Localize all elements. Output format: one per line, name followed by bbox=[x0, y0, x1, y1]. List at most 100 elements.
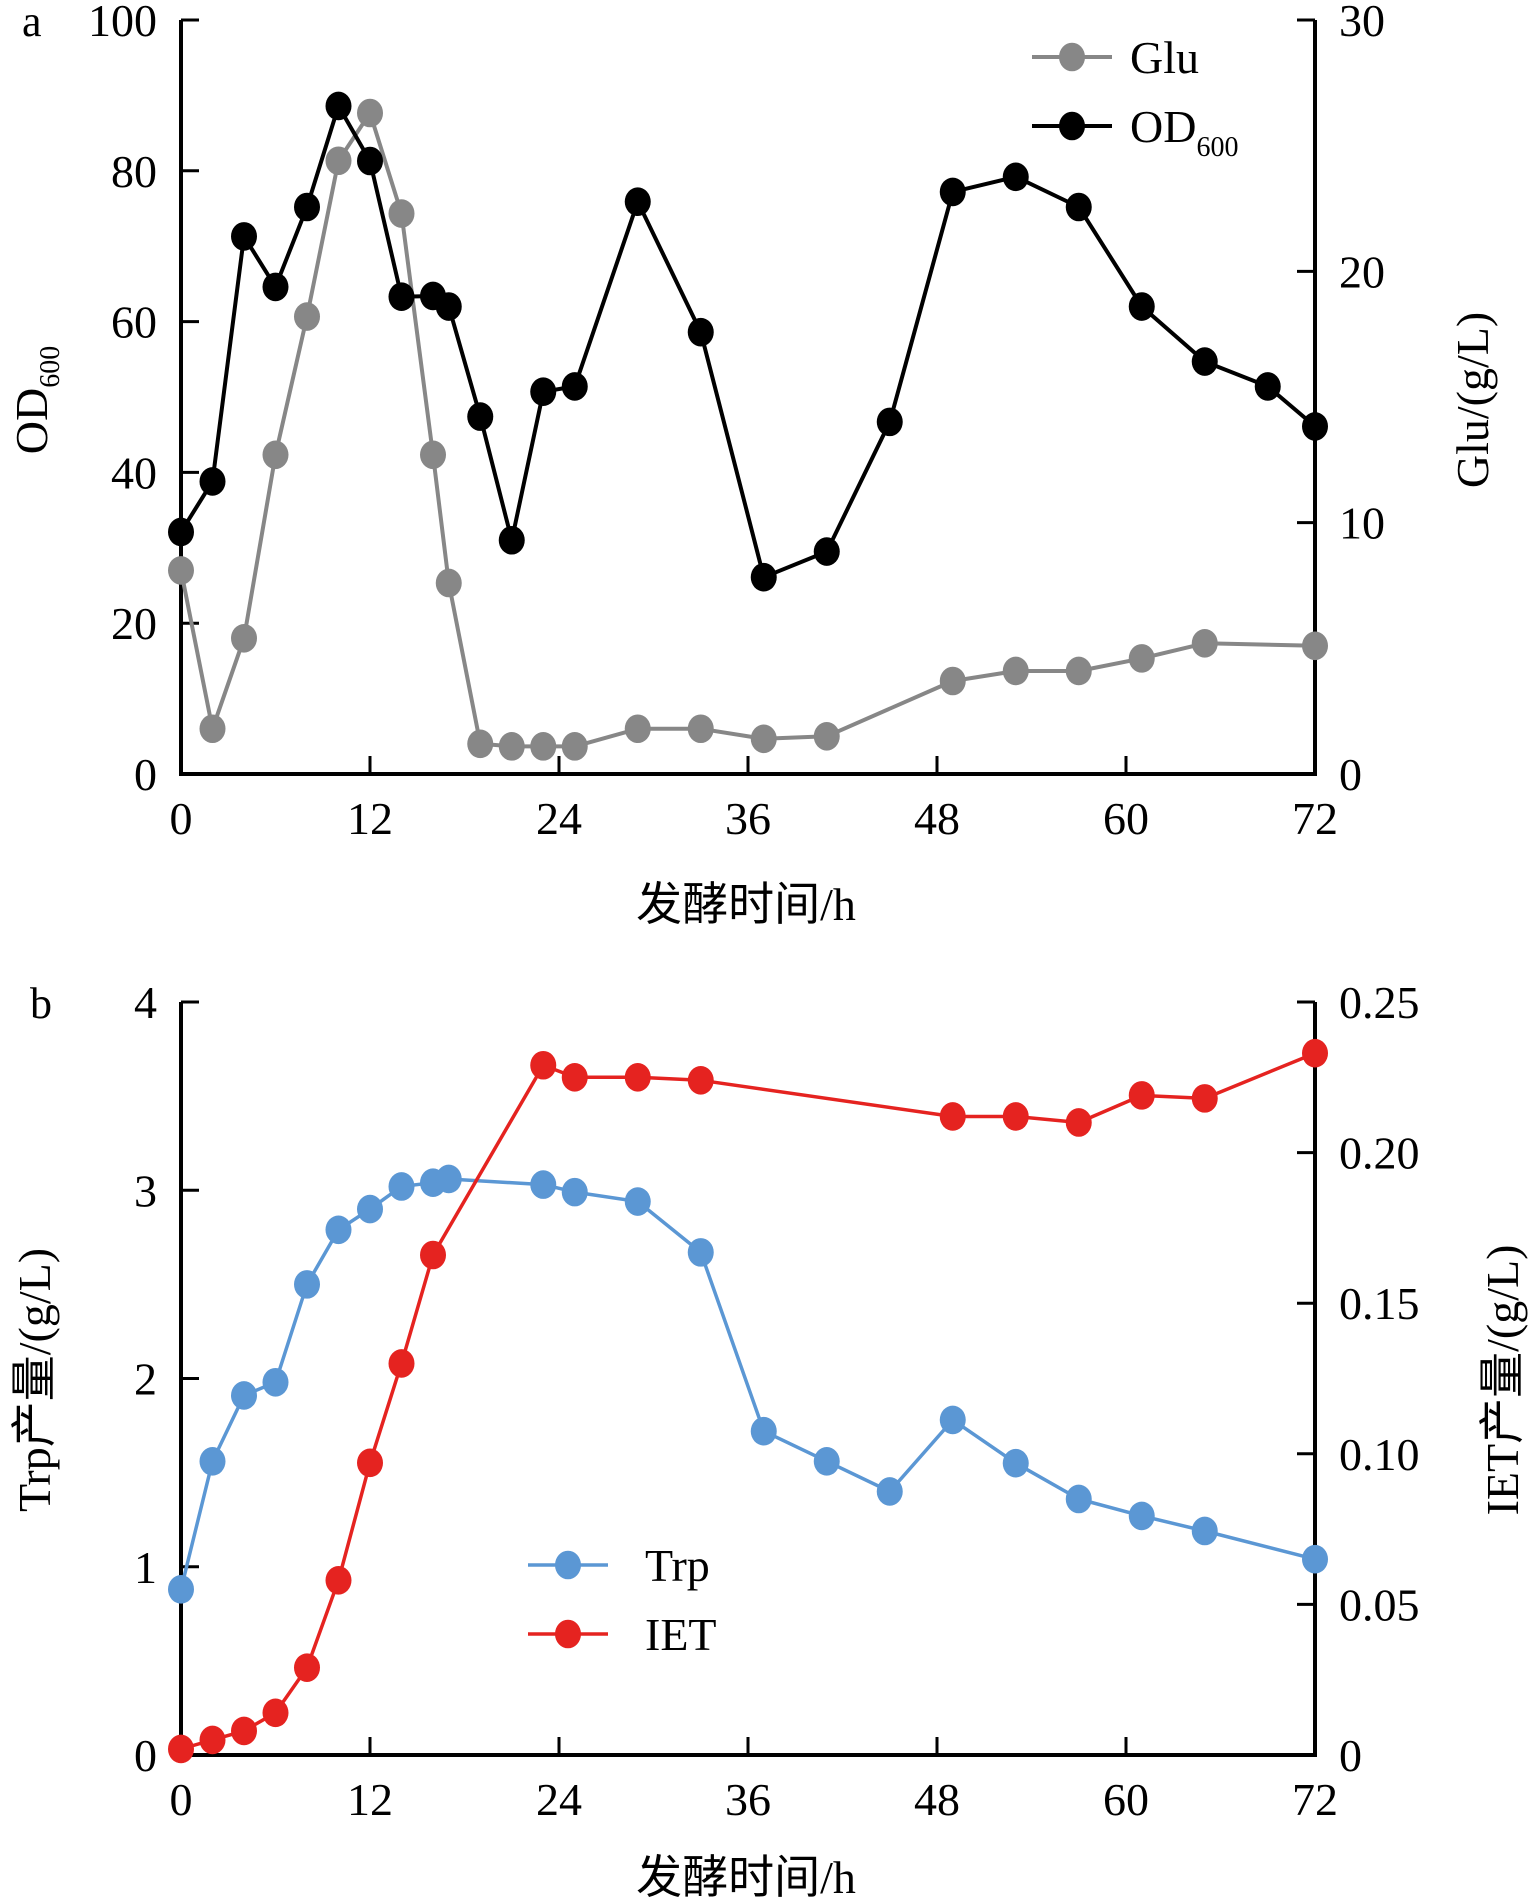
panel-b-right-tick-label: 0.25 bbox=[1339, 977, 1420, 1028]
series-iet-point bbox=[687, 1066, 714, 1095]
series-trp-point bbox=[294, 1270, 320, 1299]
panel-b-left-axis-title: Trp产量/(g/L) bbox=[9, 1248, 60, 1512]
series-od-point bbox=[530, 377, 557, 407]
od-label-main: OD bbox=[6, 388, 57, 454]
series-od-point bbox=[388, 282, 415, 312]
panel-b-right-tick-label: 0.05 bbox=[1339, 1579, 1420, 1630]
series-iet-point bbox=[1065, 1108, 1092, 1137]
series-glu-point bbox=[498, 732, 525, 761]
series-glu-point bbox=[687, 714, 714, 744]
series-glu-point bbox=[1002, 656, 1029, 686]
panel-b-x-axis-title: 发酵时间/h bbox=[636, 1852, 856, 1899]
series-od-point bbox=[498, 525, 525, 555]
series-iet-point bbox=[1191, 1084, 1218, 1113]
legend-iet-label-main: IET bbox=[645, 1609, 717, 1660]
legend-od-label-sub: 600 bbox=[1196, 132, 1238, 163]
panel-b-right-tick-label: 0 bbox=[1339, 1730, 1362, 1781]
series-glu-point bbox=[813, 722, 840, 751]
series-od-point bbox=[1254, 372, 1281, 401]
series-trp-point bbox=[813, 1447, 840, 1476]
panel-b: b 0 12 24 36 48 60 720123400.050.100.150.200.2… bbox=[9, 977, 1528, 1899]
panel-b-legend: Trp IET bbox=[528, 1540, 717, 1660]
series-od-point bbox=[467, 402, 494, 431]
panel-a-series bbox=[168, 91, 1328, 761]
panel-a-legend: Glu OD600 bbox=[1032, 32, 1238, 163]
series-glu-point bbox=[388, 199, 415, 228]
series-glu-point bbox=[530, 732, 557, 761]
series-trp-point bbox=[325, 1215, 352, 1245]
series-iet-point bbox=[939, 1102, 966, 1131]
legend-trp-label-main: Trp bbox=[645, 1540, 710, 1591]
legend-iet-label: IET bbox=[645, 1609, 717, 1660]
panel-a-left-tick-label: 20 bbox=[111, 598, 157, 649]
series-od-point bbox=[357, 146, 383, 176]
panel-b-x-tick-label: 60 bbox=[1103, 1774, 1149, 1825]
series-glu-point bbox=[467, 729, 494, 759]
series-trp-point bbox=[168, 1575, 194, 1604]
od-label-sub: 600 bbox=[35, 346, 66, 388]
series-od-point bbox=[939, 177, 966, 207]
panel-a-x-tick-label: 60 bbox=[1103, 793, 1149, 844]
series-od-point bbox=[876, 407, 903, 437]
legend-trp-label: Trp bbox=[645, 1540, 710, 1591]
panel-a-x-tick-label: 24 bbox=[536, 793, 582, 844]
panel-a-right-tick-label: 0 bbox=[1339, 749, 1362, 800]
series-od-point bbox=[687, 317, 714, 347]
series-iet-point bbox=[1002, 1102, 1029, 1131]
legend-od-label: OD600 bbox=[1130, 101, 1238, 163]
series-iet-point bbox=[561, 1063, 588, 1092]
series-od-point bbox=[1191, 347, 1218, 376]
series-trp-point bbox=[876, 1477, 903, 1506]
series-trp-point bbox=[1128, 1501, 1155, 1531]
series-trp-point bbox=[624, 1187, 651, 1216]
panel-b-x-tick-label: 24 bbox=[536, 1774, 582, 1825]
panel-b-series bbox=[168, 1038, 1328, 1764]
series-iet-point bbox=[168, 1734, 194, 1764]
series-iet-line bbox=[180, 1051, 1316, 1751]
series-glu-point bbox=[1191, 629, 1218, 658]
panel-b-right-axis-title: IET产量/(g/L) bbox=[1477, 1245, 1528, 1516]
legend-od-label-main: OD bbox=[1130, 101, 1196, 152]
series-iet-point bbox=[1128, 1081, 1155, 1110]
series-iet-point bbox=[262, 1698, 289, 1728]
legend-od-marker bbox=[1059, 111, 1085, 141]
panel-b-left-tick-label: 0 bbox=[134, 1730, 157, 1781]
panel-b-left-tick-label: 4 bbox=[134, 977, 157, 1028]
series-trp-point bbox=[750, 1416, 777, 1446]
panel-a-x-tick-label: 48 bbox=[914, 793, 960, 844]
panel-a-right-axis-title: Glu/(g/L) bbox=[1447, 312, 1498, 488]
panel-b-x-tick-label: 48 bbox=[914, 1774, 960, 1825]
series-iet-point bbox=[530, 1050, 557, 1080]
series-trp-point bbox=[357, 1194, 383, 1224]
panel-b-right-tick-label: 0.10 bbox=[1339, 1429, 1420, 1480]
panel-b-x-tick-label: 0 bbox=[170, 1774, 193, 1825]
series-glu-point bbox=[1302, 631, 1328, 661]
panel-a-left-axis-title: OD600 bbox=[6, 346, 66, 454]
panel-a-left-tick-label: 100 bbox=[88, 0, 157, 46]
series-iet-point bbox=[388, 1349, 415, 1378]
series-trp-point bbox=[530, 1170, 557, 1199]
panel-a-left-tick-label: 40 bbox=[111, 447, 157, 498]
panel-b-right-tick-label: 0.15 bbox=[1339, 1278, 1420, 1329]
series-glu-point bbox=[294, 302, 320, 331]
series-glu-point bbox=[1128, 644, 1155, 673]
legend-trp-marker bbox=[555, 1550, 581, 1580]
series-trp-point bbox=[262, 1367, 289, 1397]
panel-a-left-tick-label: 60 bbox=[111, 297, 157, 348]
panel-a-right-tick-label: 10 bbox=[1339, 498, 1385, 549]
series-iet-point bbox=[294, 1653, 320, 1682]
series-trp-point bbox=[687, 1238, 714, 1267]
series-od-point bbox=[325, 91, 352, 121]
legend-glu-label-main: Glu bbox=[1130, 32, 1199, 83]
series-glu-point bbox=[750, 724, 777, 754]
panel-a-right-tick-label: 20 bbox=[1339, 246, 1385, 297]
legend-iet-marker bbox=[555, 1619, 581, 1649]
series-trp-point bbox=[388, 1172, 415, 1201]
series-glu-point bbox=[1065, 656, 1092, 686]
series-glu-point bbox=[420, 440, 446, 470]
series-od-point bbox=[1128, 292, 1155, 321]
series-iet-point bbox=[1302, 1038, 1328, 1068]
